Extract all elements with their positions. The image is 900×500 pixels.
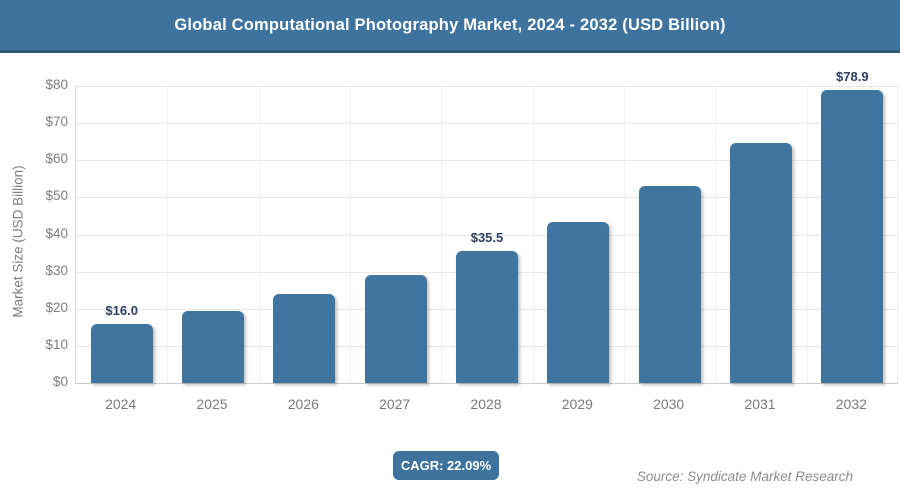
bar-value-label: $78.9 [836,69,869,85]
horizontal-gridline [76,197,898,199]
vertical-gridline [624,86,625,383]
x-tick-label: 2029 [561,396,593,412]
vertical-gridline [532,86,534,383]
horizontal-gridline [76,86,898,87]
bar [182,310,244,383]
horizontal-gridline [76,123,898,125]
x-tick-label: 2024 [105,396,137,412]
bar [547,221,610,383]
plot-area: $16.0 $35.5 $78.9 [75,69,898,384]
cagr-badge: CAGR: 22.09% [393,451,499,480]
x-tick-label: 2027 [379,396,411,412]
chart-title: Global Computational Photography Market,… [174,15,726,34]
vertical-gridline [258,86,260,383]
y-tick-label: $10 [45,336,68,352]
y-tick-label: $50 [45,188,68,204]
y-tick-label: $0 [52,374,68,389]
bar [456,251,518,383]
chart-title-bar: Global Computational Photography Market,… [0,0,900,53]
horizontal-gridline [76,234,898,236]
y-tick-label: $60 [45,151,68,167]
bar [730,142,792,383]
vertical-gridline [441,86,443,383]
bar-value-label: $16.0 [105,302,138,318]
bar [638,186,701,383]
x-tick-label: 2026 [287,396,319,412]
vertical-gridline [715,86,717,383]
x-tick-label: 2030 [653,396,685,412]
y-tick-label: $40 [45,225,68,241]
vertical-gridline [897,86,898,383]
source-credit: Source: Syndicate Market Research [636,469,853,484]
bar [273,294,336,383]
y-tick-label: $30 [45,262,68,278]
bar [90,323,153,383]
x-tick-label: 2032 [835,396,867,412]
y-tick-label: $20 [45,299,68,315]
vertical-gridline [350,86,351,383]
y-axis-title: Market Size (USD Billion) [10,165,26,318]
y-tick-label: $80 [45,77,68,92]
x-tick-label: 2028 [470,396,502,412]
x-tick-label: 2025 [196,396,228,412]
bar-value-label: $35.5 [470,230,504,246]
x-tick-label: 2031 [744,396,776,412]
horizontal-gridline [76,160,898,162]
vertical-gridline [167,86,169,383]
y-tick-label: $70 [45,114,68,130]
bar [821,90,884,383]
vertical-gridline [806,86,808,383]
bar [364,274,427,383]
